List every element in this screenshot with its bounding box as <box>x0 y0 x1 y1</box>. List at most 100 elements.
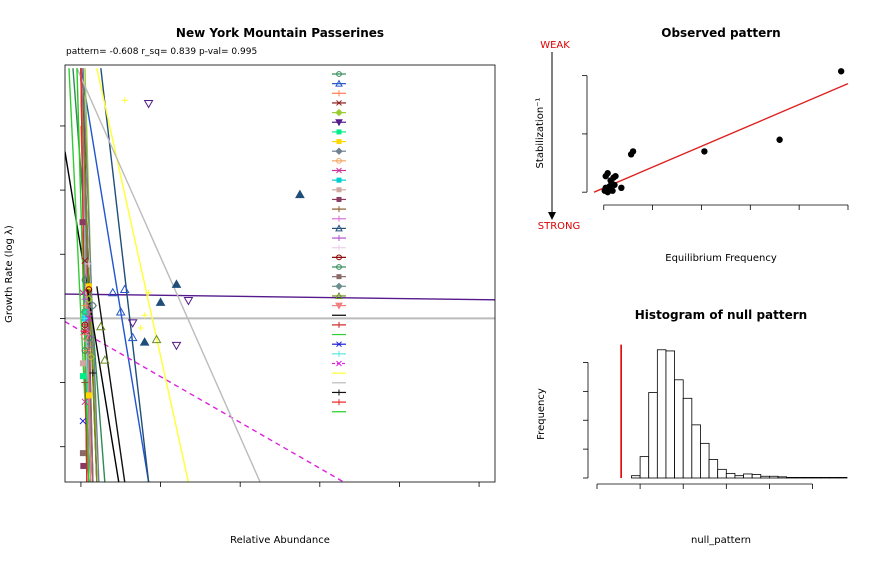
strong-label: STRONG <box>538 221 581 232</box>
data-point-swainsonsthrush-0 <box>121 97 128 104</box>
legend-marker-slatecoloredjunco <box>336 360 342 367</box>
legend-marker-borealchickadee <box>336 167 342 174</box>
histogram-bar <box>829 477 839 479</box>
legend-marker-blueheadedvireo <box>335 147 343 155</box>
histogram-bar <box>786 477 796 479</box>
histogram-bar <box>674 379 684 479</box>
histogram-bar <box>794 477 805 479</box>
data-point-commonraven-0 <box>81 379 89 387</box>
legend-marker-blackthroatedbluewarbler <box>336 129 342 135</box>
histogram-bar <box>639 456 650 479</box>
data-point-bicknellsthrush-0 <box>107 287 118 297</box>
legend-marker-myrtlewarbler <box>335 291 343 299</box>
legend-marker-browncreeper <box>336 177 342 183</box>
histogram-bar <box>691 424 701 479</box>
series-lines <box>65 67 495 482</box>
strength-arrow-head <box>548 212 556 220</box>
weak-label: WEAK <box>540 40 570 51</box>
histogram-bar <box>777 476 788 479</box>
left-x-axis <box>80 482 480 487</box>
legend-marker-canadawarbler <box>336 187 342 193</box>
left-plot-frame <box>64 64 496 483</box>
histogram-bar <box>743 473 753 479</box>
histogram-bar <box>803 477 813 479</box>
data-point-blackthroatedgreenwarbler-1 <box>85 392 92 399</box>
data-point-swainsonsthrush-1 <box>145 289 152 296</box>
series-line-blueheadedvireo <box>82 68 100 482</box>
legend-marker-hermitthrush <box>336 254 342 261</box>
legend-marker-eurasianwren <box>335 224 343 232</box>
data-point-16 <box>609 187 616 194</box>
data-point-myrtlewarbler-0 <box>95 321 106 331</box>
left-x-axis-label: Relative Abundance <box>230 535 330 546</box>
data-point-blueheadedvireo-1 <box>86 339 96 349</box>
data-point-eurasianwren-3 <box>139 337 150 346</box>
series-line-yellowbelliedflycatcher <box>96 286 126 482</box>
data-point-rubycrownedkinglet-0 <box>80 314 88 322</box>
legend-marker-magnoliawarbler <box>336 274 342 280</box>
left-y-axis <box>60 125 65 448</box>
legend-marker-mourningdove <box>335 282 343 291</box>
legend-marker-nashvillewarbler <box>335 302 343 310</box>
data-point-2 <box>701 148 708 155</box>
legend-marker-americanrobin <box>336 71 342 77</box>
legend <box>332 71 346 413</box>
series-line-whitethroatedsparrow <box>76 67 261 482</box>
histogram-bar <box>760 475 770 479</box>
histogram-axes <box>583 362 813 489</box>
histogram-bar <box>725 472 736 479</box>
data-point-bicknellsthrush-3 <box>119 284 130 294</box>
series-line-eurasianwren <box>100 68 150 482</box>
histogram-bar <box>682 397 693 479</box>
data-point-leastflycatcher-0 <box>81 347 89 354</box>
data-point-blackpollwarbler-3 <box>127 319 138 328</box>
histogram-bar <box>665 350 675 479</box>
histogram-bar <box>700 442 710 479</box>
observed-points <box>593 68 849 196</box>
legend-marker-redeyedvireo <box>336 341 342 348</box>
data-point-blackpollwarbler-1 <box>171 341 182 351</box>
left-panel-subtitle: pattern= -0.608 r_sq= 0.839 p-val= 0.995 <box>66 47 257 57</box>
data-point-magnoliawarbler-0 <box>79 450 86 457</box>
data-point-purplefinch-0 <box>81 321 89 329</box>
data-point-blackpollwarbler-0 <box>143 99 154 109</box>
legend-marker-leastflycatcher <box>336 264 342 270</box>
histogram-bar <box>837 477 848 479</box>
histogram-bar <box>812 477 822 479</box>
data-point-borealchickadee-1 <box>81 398 89 406</box>
data-point-slatecoloredjunco-0 <box>85 315 93 322</box>
data-point-swainsonsthrush-2 <box>137 325 144 332</box>
series-line-bicknellsthrush <box>80 68 150 482</box>
data-point-bicknellsthrush-2 <box>127 332 138 342</box>
data-point-borealchickadee-0 <box>79 289 87 297</box>
data-point-americanrobin-0 <box>81 276 89 284</box>
histogram-y-axis-label: Frequency <box>536 388 547 440</box>
data-point-myrtlewarbler-2 <box>151 334 162 344</box>
series-line-yellowbelliedsapsucker <box>80 68 88 482</box>
data-point-0 <box>837 68 845 75</box>
histogram-title: Histogram of null pattern <box>635 308 807 322</box>
legend-marker-cedarwaxwing <box>336 196 342 202</box>
left-panel: New York Mountain Passerines pattern= -0… <box>4 26 496 546</box>
data-point-eurasianwren-0 <box>295 189 305 199</box>
data-point-mourningdove-0 <box>80 307 90 317</box>
regression-line <box>593 83 849 193</box>
data-point-cedarwaxwing-1 <box>80 462 87 469</box>
series-line-swainsonsthrush <box>96 68 190 482</box>
series-line-myrtlewarbler <box>80 68 98 482</box>
observed-axes <box>582 75 849 210</box>
data-point-eurasianwren-2 <box>155 297 166 306</box>
left-panel-title: New York Mountain Passerines <box>176 26 384 40</box>
observed-x-axis-label: Equilibrium Frequency <box>665 253 777 264</box>
data-point-redeyedvireo-0 <box>79 417 87 425</box>
data-point-blackcappedchickadee-1 <box>86 352 96 362</box>
data-point-yellowbelliedflycatcher-0 <box>89 369 97 377</box>
histogram-bar <box>751 474 762 479</box>
histogram-bars <box>620 344 848 479</box>
left-y-axis-label: Growth Rate (log λ) <box>4 225 15 323</box>
data-point-blackburnianwarbler-0 <box>81 257 89 265</box>
data-point-swainsonsthrush-3 <box>141 312 148 319</box>
data-point-15 <box>610 174 617 181</box>
histogram-bar <box>656 349 667 479</box>
